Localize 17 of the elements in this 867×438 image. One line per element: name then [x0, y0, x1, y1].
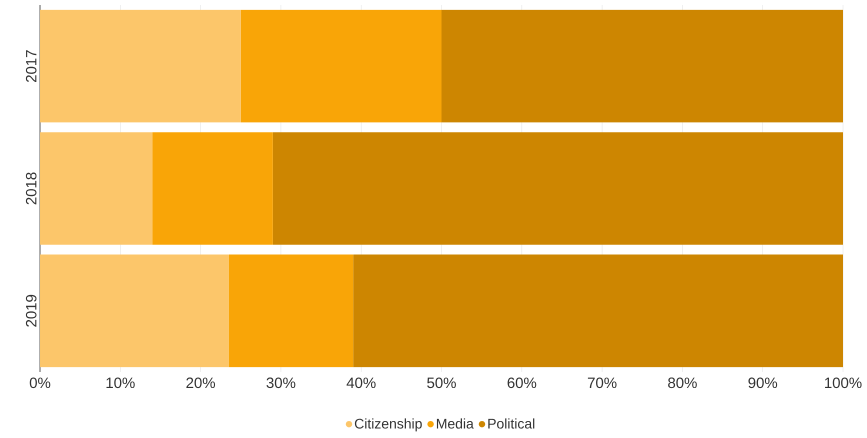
y-tick-label: 2017: [26, 50, 36, 82]
x-tick-label: 0%: [30, 378, 50, 388]
x-tick-label: 80%: [668, 378, 697, 388]
x-tick-label: 20%: [186, 378, 216, 388]
x-tick-label: 100%: [825, 378, 862, 388]
x-tick-label: 10%: [106, 378, 135, 388]
x-tick-label: 30%: [266, 378, 296, 388]
legend-label: Citizenship: [354, 418, 422, 432]
y-tick-label: 2019: [26, 294, 36, 327]
legend-label: Media: [436, 418, 474, 429]
x-tick-label: 40%: [346, 378, 376, 388]
x-tick-label: 60%: [508, 378, 536, 388]
y-tick-label: 2018: [26, 172, 36, 204]
x-tick-label: 90%: [748, 378, 778, 388]
x-tick-label: 70%: [588, 378, 617, 388]
legend-label: Political: [488, 418, 534, 429]
x-tick-label: 50%: [427, 378, 456, 388]
